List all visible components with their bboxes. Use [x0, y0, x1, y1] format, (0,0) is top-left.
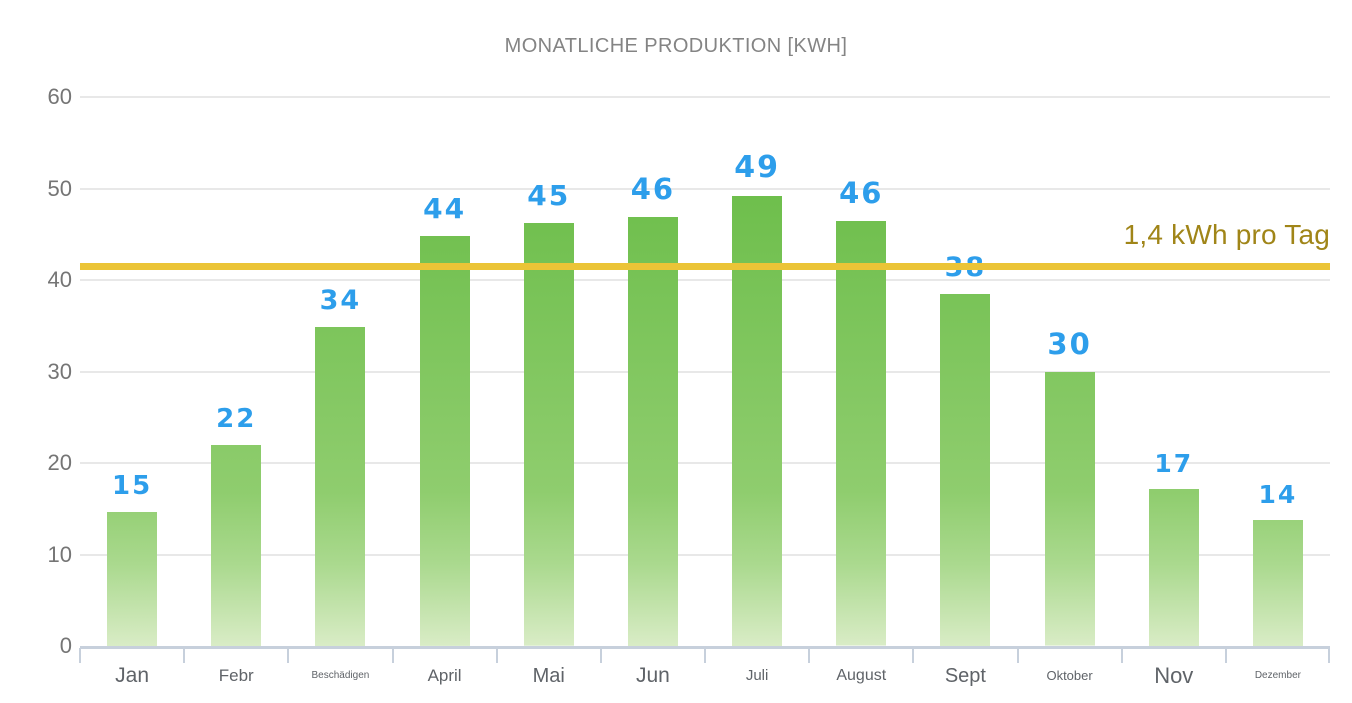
value-label-febr: 22 [216, 403, 257, 434]
x-axis-label-nov: Nov [1154, 663, 1194, 688]
bar-nov [1148, 488, 1199, 646]
value-label-april: 44 [423, 192, 467, 226]
chart-title: MONATLICHE PRODUKTION [KWH] [504, 35, 848, 57]
x-axis-tick [704, 648, 706, 663]
bar-april [419, 236, 470, 646]
value-label-august: 46 [839, 176, 884, 211]
value-label-jan: 15 [111, 470, 153, 501]
x-axis-label-april: April [427, 666, 462, 685]
gridline-50 [80, 187, 1330, 190]
x-axis-label-sept: Sept [944, 665, 986, 687]
x-axis-label-august: August [836, 667, 887, 684]
x-axis-label-febr: Febr [218, 666, 254, 685]
bar-jun [627, 216, 678, 646]
x-axis-label-oktober: Oktober [1046, 668, 1093, 683]
x-axis-tick [495, 648, 498, 663]
bar-mai [523, 223, 574, 646]
x-axis-tick [599, 648, 602, 663]
x-axis-tick [912, 648, 915, 663]
y-axis-label-0: 0 [59, 633, 72, 658]
x-axis-tick [1224, 648, 1227, 663]
value-label-juli: 49 [734, 149, 780, 185]
bar-dezember [1252, 519, 1303, 646]
y-axis-label-10: 10 [47, 541, 72, 567]
x-axis-tick [287, 648, 290, 663]
bar-august [836, 221, 887, 646]
x-axis-label-dezember: Dezember [1254, 670, 1301, 681]
x-axis-tick [79, 648, 81, 663]
y-axis-label-30: 30 [47, 358, 72, 384]
y-axis-label-40: 40 [47, 267, 72, 292]
x-axis-label-beschädigen: Beschädigen [311, 670, 370, 681]
value-label-beschädigen: 34 [319, 284, 362, 316]
bar-juli [732, 195, 783, 646]
y-axis-label-50: 50 [47, 175, 72, 201]
gridline-30 [80, 370, 1330, 373]
plot-area: 1,4 kWh pro Tag 152234444546494638301714 [80, 96, 1330, 646]
x-axis-label-jun: Jun [635, 664, 670, 687]
value-label-oktober: 30 [1047, 327, 1092, 362]
reference-line-label: 1,4 kWh pro Tag [1123, 219, 1330, 250]
gridline-40 [80, 279, 1330, 281]
value-label-nov: 17 [1154, 448, 1194, 478]
bar-beschädigen [315, 326, 366, 646]
bar-jan [107, 511, 158, 646]
gridline-60 [80, 96, 1330, 98]
bar-sept [940, 293, 991, 646]
x-axis-label-jan: Jan [115, 664, 150, 687]
value-label-jun: 46 [630, 171, 676, 206]
x-axis-tick [1328, 648, 1330, 663]
gridline-10 [80, 553, 1330, 556]
y-axis-label-20: 20 [47, 450, 72, 475]
x-axis-tick [391, 648, 394, 663]
x-axis-label-mai: Mai [532, 665, 565, 687]
reference-line [80, 262, 1330, 270]
x-axis-line [80, 646, 1330, 649]
x-axis-tick [1120, 648, 1123, 663]
x-axis-tick [183, 648, 186, 663]
bar-oktober [1044, 372, 1095, 646]
bar-febr [211, 444, 262, 646]
gridline-20 [80, 462, 1330, 464]
value-label-mai: 45 [527, 179, 571, 213]
y-axis-label-60: 60 [47, 84, 72, 109]
x-axis-label-juli: Juli [745, 667, 769, 684]
value-label-dezember: 14 [1258, 479, 1298, 509]
x-axis-tick [808, 648, 811, 663]
x-axis-tick [1016, 648, 1019, 663]
